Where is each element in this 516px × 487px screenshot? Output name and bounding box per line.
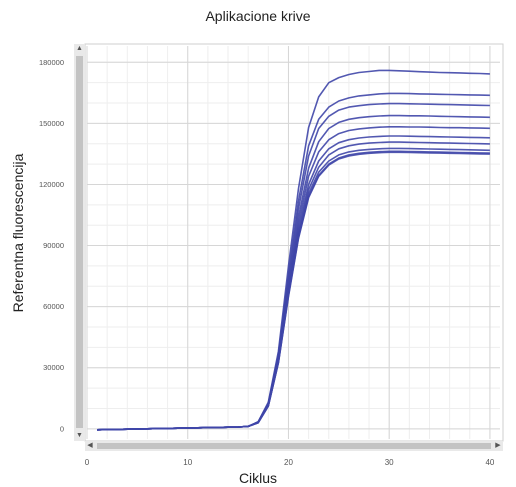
- x-axis-label: Ciklus: [238, 470, 278, 486]
- y-tick-label: 90000: [43, 241, 64, 250]
- chart-title: Aplikacione krive: [205, 8, 311, 24]
- vertical-scrollbar[interactable]: ▲ ▼: [74, 44, 85, 441]
- scroll-right-icon[interactable]: ▶: [495, 442, 501, 449]
- x-tick-label: 20: [284, 458, 293, 467]
- amplification-curve-10: [97, 151, 490, 431]
- vertical-scroll-thumb[interactable]: [76, 56, 83, 428]
- y-tick-label: 150000: [39, 119, 64, 128]
- x-tick-label: 0: [85, 458, 90, 467]
- y-tick-label: 180000: [39, 58, 64, 67]
- x-tick-label: 10: [183, 458, 192, 467]
- x-tick-label: 40: [485, 458, 494, 467]
- scroll-up-icon[interactable]: ▲: [76, 45, 83, 52]
- horizontal-scrollbar[interactable]: ◀ ▶: [85, 441, 503, 451]
- y-tick-label: 60000: [43, 302, 64, 311]
- y-tick-label: 120000: [39, 180, 64, 189]
- horizontal-scroll-thumb[interactable]: [97, 443, 491, 449]
- scroll-down-icon[interactable]: ▼: [76, 432, 83, 439]
- y-tick-label: 30000: [43, 363, 64, 372]
- scroll-left-icon[interactable]: ◀: [87, 442, 93, 449]
- x-tick-label: 30: [385, 458, 394, 467]
- y-tick-label: 0: [60, 424, 64, 433]
